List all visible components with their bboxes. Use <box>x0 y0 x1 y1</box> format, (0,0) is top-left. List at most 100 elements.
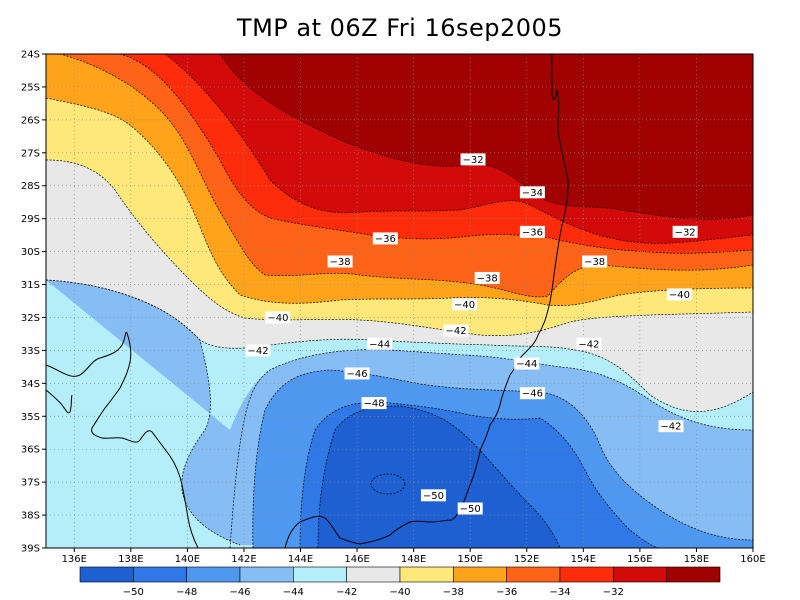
contour-label-text: −38 <box>584 257 605 268</box>
contour-label: −50 <box>420 489 446 502</box>
contour-label: −46 <box>344 367 370 380</box>
contour-label: −44 <box>367 337 393 350</box>
legend-swatch <box>293 566 347 583</box>
contour-label: −42 <box>245 344 271 357</box>
lon-label: 142E <box>231 554 256 565</box>
legend-label: −40 <box>389 587 410 598</box>
legend-swatch <box>506 566 561 583</box>
legend-label: −38 <box>443 587 464 598</box>
lat-label: 29S <box>21 214 40 225</box>
contour-label-box <box>245 344 271 357</box>
lat-label: 31S <box>21 280 40 291</box>
lon-label: 144E <box>288 554 313 565</box>
contour-label-text: −42 <box>660 422 681 433</box>
color-legend: −50 −48 −46 −44 −42 −40 −38 −36 −34 −32 <box>79 566 721 598</box>
lat-label: 38S <box>21 511 40 522</box>
contour-label-box <box>420 489 446 502</box>
contour-label-box <box>265 311 291 324</box>
legend-label: −50 <box>123 587 144 598</box>
contour-label-box <box>361 397 387 410</box>
contour-label-box <box>582 255 608 268</box>
contour-label-text: −36 <box>375 234 396 245</box>
contour-label-layer: −32 −34 −36 −32 −36 −38 −38 −38 −40 −40 −40 −42 −42 −… <box>245 153 698 515</box>
lon-label: 148E <box>401 554 426 565</box>
contour-label-box <box>327 255 353 268</box>
legend-label: −36 <box>496 587 517 598</box>
contour-label: −46 <box>519 387 545 400</box>
latitude-labels: 24S 25S 26S 27S 28S 29S 30S 31S 32S 33S 34S 35S 36S 3… <box>21 50 46 555</box>
legend-label: −46 <box>229 587 250 598</box>
contour-label-text: −50 <box>460 504 481 515</box>
contour-label-text: −46 <box>347 369 368 380</box>
contour-label: −36 <box>372 232 398 245</box>
lon-label: 136E <box>62 554 87 565</box>
contour-label: −40 <box>452 298 478 311</box>
legend-swatch <box>239 566 294 583</box>
contour-label: −42 <box>576 337 602 350</box>
lat-label: 24S <box>21 50 40 61</box>
contour-label-text: −38 <box>477 273 498 284</box>
contour-label-box <box>519 387 545 400</box>
contour-label-text: −42 <box>248 346 269 357</box>
lat-label: 27S <box>21 148 40 159</box>
contour-label-box <box>460 153 486 166</box>
legend-swatch <box>79 566 134 583</box>
lon-label: 158E <box>684 554 709 565</box>
contour-label-text: −46 <box>522 389 543 400</box>
contour-label: −40 <box>666 288 692 301</box>
legend-swatch <box>399 566 454 583</box>
contour-label-text: −36 <box>522 227 543 238</box>
contour-label-box <box>452 298 478 311</box>
lon-label: 156E <box>627 554 652 565</box>
band-coldest <box>318 406 560 548</box>
contour-label: −38 <box>474 271 500 284</box>
lat-label: 25S <box>21 82 40 93</box>
contour-label-box <box>457 502 483 515</box>
lat-label: 34S <box>21 379 40 390</box>
contour-label: −50 <box>457 502 483 515</box>
contour-label-box <box>443 324 469 337</box>
contour-label-box <box>576 337 602 350</box>
contour-label-text: −38 <box>330 257 351 268</box>
contour-label: −32 <box>672 225 698 238</box>
contour-label-text: −48 <box>363 399 384 410</box>
contour-label: −42 <box>658 420 684 433</box>
legend-label: −48 <box>176 587 197 598</box>
contour-label-box <box>519 186 545 199</box>
legend-label: −32 <box>603 587 624 598</box>
contour-label-box <box>474 271 500 284</box>
contour-label: −34 <box>519 186 545 199</box>
contour-label-text: −40 <box>669 290 690 301</box>
legend-swatch <box>559 566 614 583</box>
contour-label-box <box>372 232 398 245</box>
contour-label: −44 <box>514 357 540 370</box>
longitude-labels: 136E 138E 140E 142E 144E 146E 148E 150E 152E 154E… <box>62 548 766 565</box>
contour-label: −38 <box>327 255 353 268</box>
legend-swatch <box>133 566 187 583</box>
legend-label: −44 <box>283 587 304 598</box>
lat-label: 37S <box>21 478 40 489</box>
lon-label: 140E <box>175 554 200 565</box>
lat-label: 36S <box>21 445 40 456</box>
legend-swatch <box>186 566 241 583</box>
contour-label: −40 <box>265 311 291 324</box>
contour-label-text: −32 <box>462 155 483 166</box>
contour-label-text: −44 <box>516 359 537 370</box>
contour-label-box <box>658 420 684 433</box>
contour-label-box <box>519 225 545 238</box>
lon-label: 160E <box>740 554 765 565</box>
lat-label: 32S <box>21 313 40 324</box>
contour-label-text: −40 <box>267 313 288 324</box>
coastline <box>46 54 569 548</box>
lon-label: 152E <box>514 554 539 565</box>
contour-label: −42 <box>443 324 469 337</box>
contour-label-text: −42 <box>578 339 599 350</box>
contour-label-text: −40 <box>454 300 475 311</box>
contour-label-box <box>514 357 540 370</box>
lat-label: 30S <box>21 247 40 258</box>
lon-label: 154E <box>571 554 596 565</box>
contour-label: −32 <box>460 153 486 166</box>
contour-label-box <box>344 367 370 380</box>
lon-label: 146E <box>344 554 369 565</box>
